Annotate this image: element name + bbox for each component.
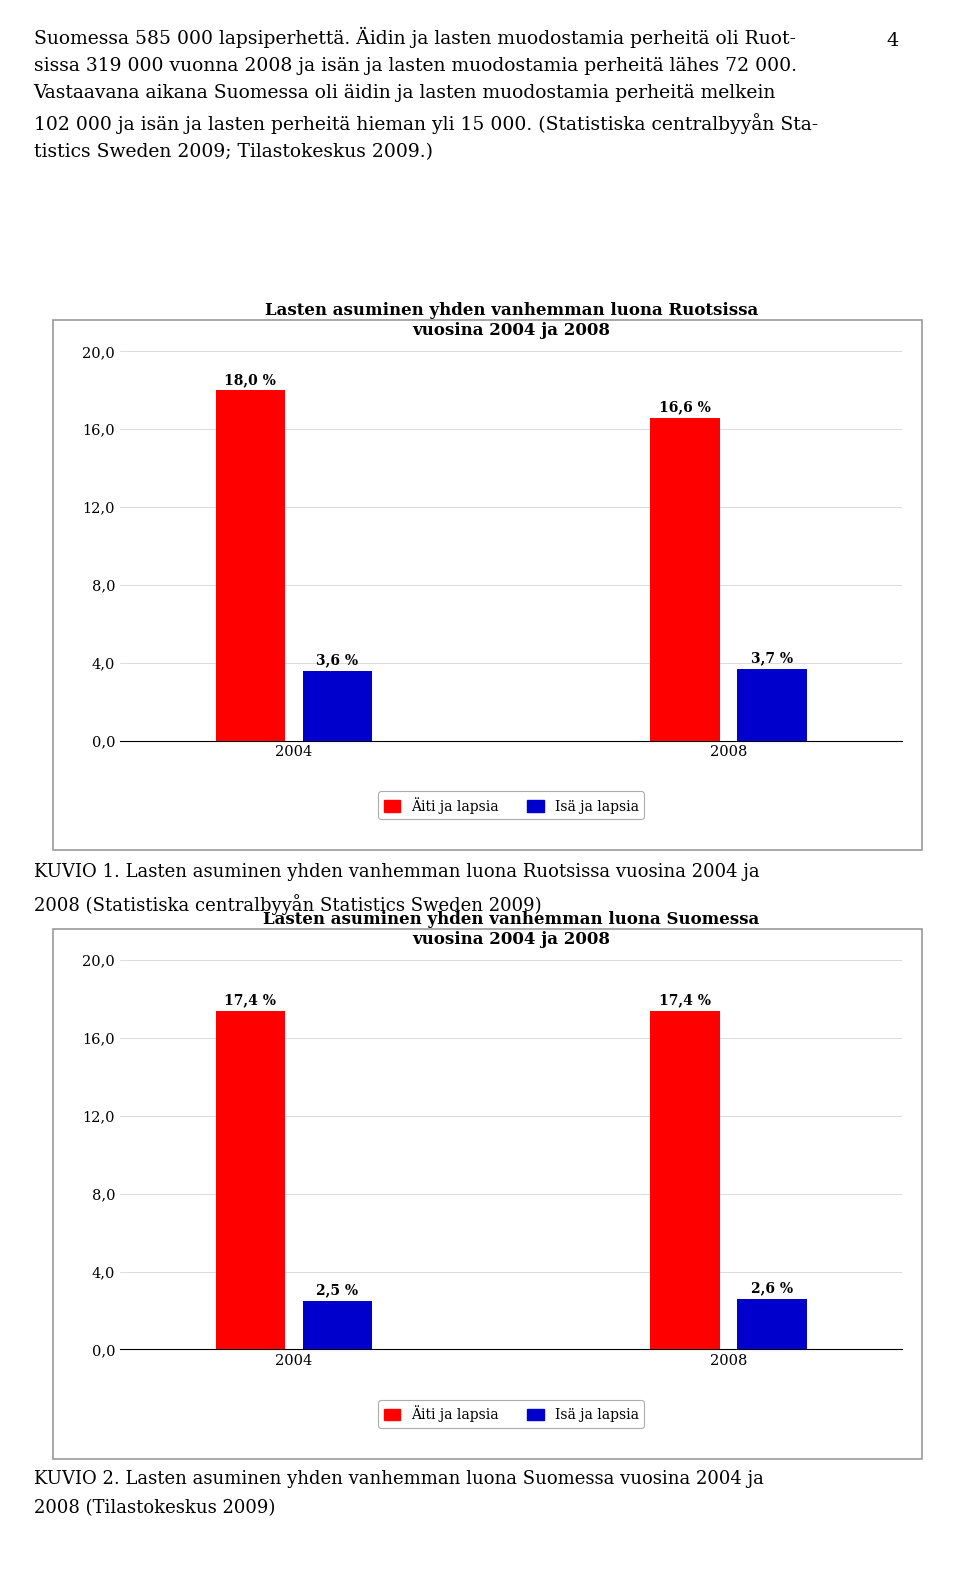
Text: KUVIO 2. Lasten asuminen yhden vanhemman luona Suomessa vuosina 2004 ja
2008 (Ti: KUVIO 2. Lasten asuminen yhden vanhemman…: [34, 1470, 763, 1517]
Legend: Äiti ja lapsia, Isä ja lapsia: Äiti ja lapsia, Isä ja lapsia: [378, 1400, 644, 1428]
Text: 16,6 %: 16,6 %: [660, 400, 711, 414]
Bar: [737, 668, 806, 741]
Bar: [216, 1010, 285, 1349]
Bar: [302, 1301, 372, 1349]
Text: 18,0 %: 18,0 %: [225, 373, 276, 388]
Bar: [302, 670, 372, 741]
Text: 3,7 %: 3,7 %: [751, 651, 793, 665]
Title: Lasten asuminen yhden vanhemman luona Ruotsissa
vuosina 2004 ja 2008: Lasten asuminen yhden vanhemman luona Ru…: [265, 303, 757, 339]
Legend: Äiti ja lapsia, Isä ja lapsia: Äiti ja lapsia, Isä ja lapsia: [378, 791, 644, 819]
Text: Suomessa 585 000 lapsiperhettä. Äidin ja lasten muodostamia perheitä oli Ruot-
s: Suomessa 585 000 lapsiperhettä. Äidin ja…: [34, 27, 818, 162]
Bar: [650, 417, 720, 741]
Text: 17,4 %: 17,4 %: [225, 993, 276, 1007]
Text: 2,6 %: 2,6 %: [751, 1282, 793, 1296]
Text: 2,5 %: 2,5 %: [316, 1283, 358, 1298]
Text: 17,4 %: 17,4 %: [660, 993, 711, 1007]
Text: KUVIO 1. Lasten asuminen yhden vanhemman luona Ruotsissa vuosina 2004 ja
2008 (S: KUVIO 1. Lasten asuminen yhden vanhemman…: [34, 863, 759, 915]
Bar: [650, 1010, 720, 1349]
Bar: [737, 1299, 806, 1349]
Bar: [216, 391, 285, 741]
Title: Lasten asuminen yhden vanhemman luona Suomessa
vuosina 2004 ja 2008: Lasten asuminen yhden vanhemman luona Su…: [263, 912, 759, 948]
Text: 3,6 %: 3,6 %: [316, 653, 358, 667]
Text: 4: 4: [887, 31, 899, 50]
